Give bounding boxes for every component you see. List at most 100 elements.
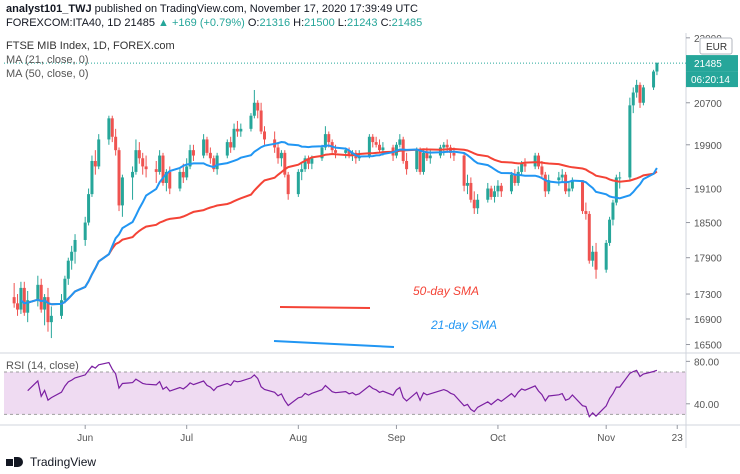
time-tick-label: 23 [672,433,684,444]
candle-body [415,150,419,170]
candle-body [655,63,659,72]
candle-body [188,150,192,167]
candle-body [26,300,30,313]
sma50-annotation: 50-day SMA [413,284,479,298]
chart-frame: 2200020700199001910018500179001730016900… [0,33,740,448]
candle-body [428,155,432,159]
candle-body [476,199,480,209]
price-tick-label: 16500 [694,341,722,352]
candle-body [191,150,195,156]
up-arrow-icon: ▲ [158,17,169,29]
publication-header: analyst101_TWJ published on TradingView.… [0,0,740,32]
ma50-line [27,148,658,306]
candle-body [114,136,118,151]
sma21-annotation-line [273,340,395,348]
candle-body [239,128,243,132]
candle-body [381,147,385,151]
candle-body [225,142,229,156]
candle-body [378,144,382,151]
rsi-tick-label: 40.00 [694,400,719,411]
candle-body [560,174,564,178]
candle-body [509,174,513,192]
tradingview-brand[interactable]: TradingView [30,454,97,469]
price-badge-label: 21485 [694,59,722,70]
time-tick-label: Aug [289,433,307,444]
candle-body [486,188,490,200]
candle-body [19,287,23,310]
ohlc-key: H: [290,17,305,29]
ohlc-values: O:21316 H:21500 L:21243 C:21485 [248,17,422,29]
candle-body [591,251,595,261]
candle-body [350,152,354,156]
candle-body [520,163,524,172]
candle-body [543,174,547,192]
ohlc-value: 21500 [304,17,335,29]
price-tick-label: 19900 [694,141,722,152]
candle-body [141,158,145,167]
tradingview-footer: TradingView [0,449,740,474]
candle-body [110,118,114,137]
candle-body [43,297,47,310]
symbol-label: FOREXCOM:ITA40, 1D [6,17,122,29]
candle-body [344,150,348,153]
candle-body [631,92,635,106]
candle-body [604,242,608,270]
candle-body [39,284,43,310]
candle-body [540,166,544,175]
ma50-legend: MA (50, close, 0) [6,68,89,80]
candle-body [452,152,456,156]
candle-body [347,150,351,156]
candle-body [164,171,168,183]
candle-body [641,87,645,103]
time-tick-label: Oct [490,433,506,444]
candle-body [259,110,263,132]
candle-body [469,182,473,200]
candle-body [371,136,375,143]
candle-body [63,278,67,301]
candle-body [472,199,476,209]
candle-body [134,150,138,172]
candle-body [73,239,77,252]
sma21-annotation: 21-day SMA [430,318,497,332]
candle-body [611,202,615,220]
price-tick-label: 16900 [694,315,722,326]
candle-body [279,152,283,159]
candle-body [449,147,453,153]
candle-body [66,260,70,279]
candle-body [584,211,588,214]
ohlc-value: 21243 [346,17,378,29]
candle-body [212,158,216,170]
ohlc-key: L: [334,17,347,29]
price-tick-label: 19100 [694,185,722,196]
candle-body [320,147,324,159]
chart-svg[interactable]: 2200020700199001910018500179001730016900… [0,33,740,448]
author-name[interactable]: analyst101_TWJ [6,3,92,15]
candle-body [249,115,253,129]
candle-body [276,147,280,159]
candle-body [587,213,591,261]
candle-body [537,155,541,167]
candle-body [93,160,97,167]
candle-body [300,169,304,172]
currency-label: EUR [706,42,727,53]
currency-badge[interactable] [699,37,733,55]
candle-body [570,180,574,189]
candle-body [144,166,148,170]
sma50-annotation-line [279,306,371,309]
candle-body [107,118,111,140]
candle-body [60,300,64,316]
candle-body [215,155,219,170]
price-tick-label: 20700 [694,99,722,110]
candle-body [154,169,158,172]
candle-body [533,155,537,167]
candle-body [499,185,503,192]
time-tick-label: Nov [597,433,615,444]
candle-body [323,134,327,148]
candle-body [418,150,422,172]
ohlc-value: 21485 [391,17,423,29]
candle-body [516,171,520,183]
candle-body [208,152,212,159]
ohlc-value: 21316 [259,17,291,29]
price-tick-label: 17300 [694,290,722,301]
candle-body [398,139,402,145]
